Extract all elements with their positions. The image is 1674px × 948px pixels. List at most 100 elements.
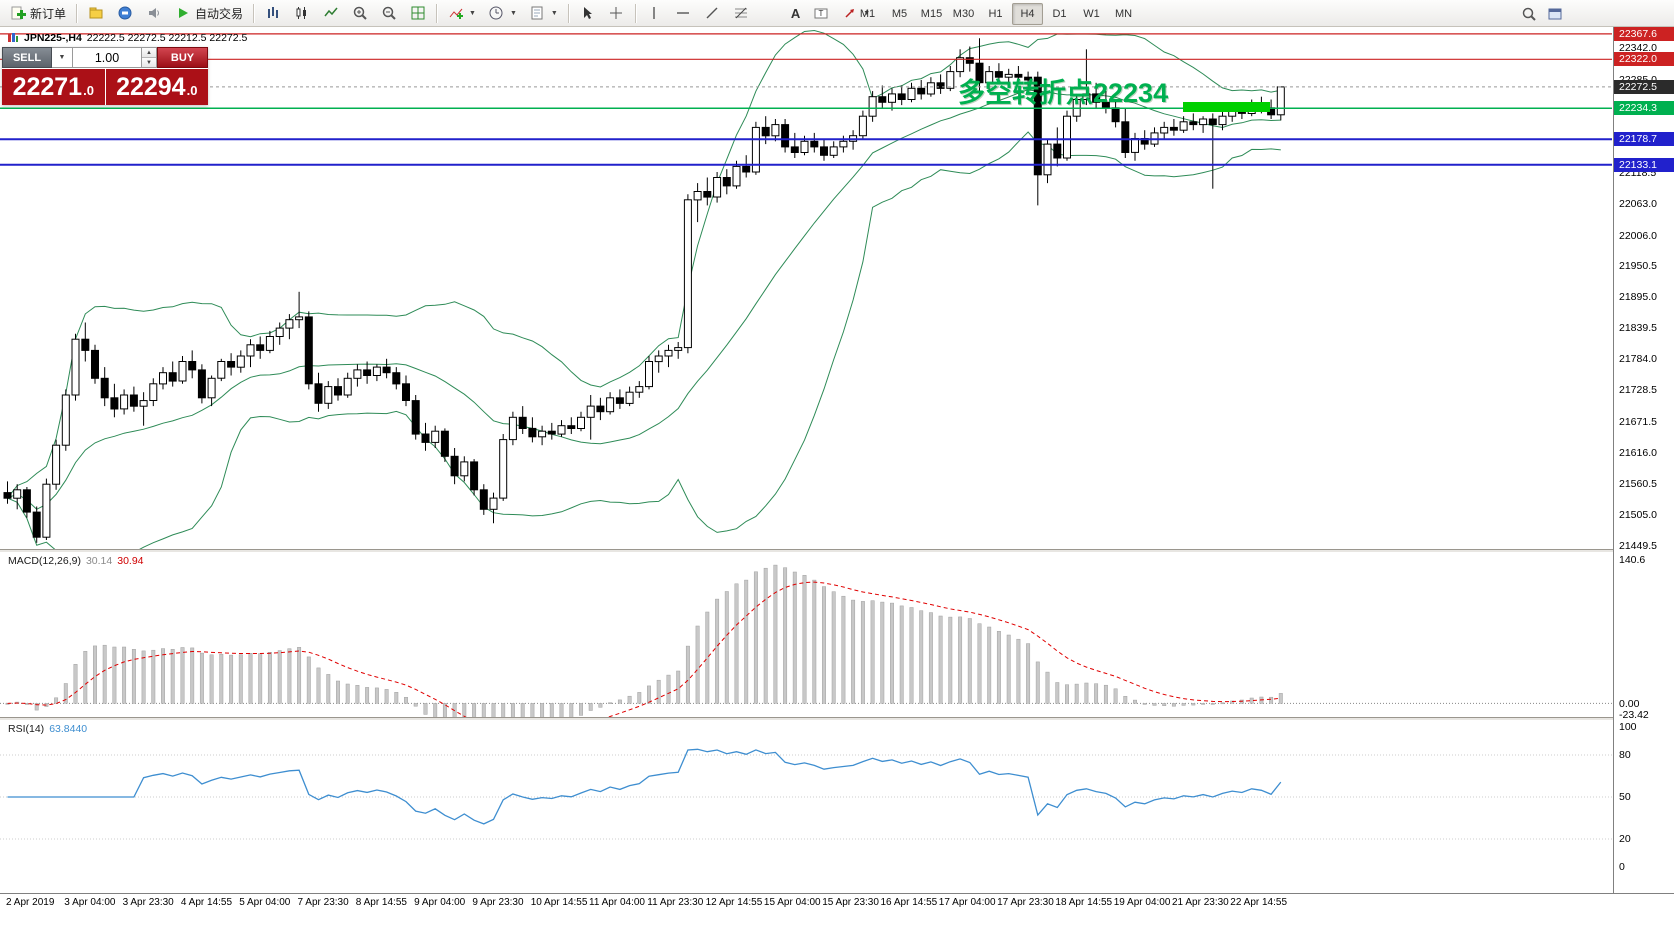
zoom-in-button[interactable] [346, 2, 373, 24]
crosshair-icon [608, 5, 625, 22]
trendline-icon [704, 5, 721, 22]
timeframe-h4-button[interactable]: H4 [1012, 3, 1043, 25]
zoom-out-button[interactable] [375, 2, 402, 24]
time-axis-label: 15 Apr 23:30 [822, 897, 879, 908]
templates-button[interactable]: ▼ [524, 2, 563, 24]
time-axis-label: 8 Apr 14:55 [355, 897, 407, 908]
lot-spinner-down-icon[interactable]: ▼ [142, 58, 156, 67]
macd-signal-value: 30.94 [117, 555, 144, 567]
timeframe-mn-button[interactable]: MN [1114, 8, 1133, 20]
vertical-line-tool-button[interactable] [641, 2, 668, 24]
trendline-tool-button[interactable] [699, 2, 726, 24]
cursor-tool-button[interactable] [574, 2, 601, 24]
toolbar-separator [436, 3, 438, 23]
timeframe-m1-button[interactable]: M1 [859, 8, 876, 20]
timeframe-w1-button[interactable]: W1 [1083, 8, 1100, 20]
lot-size-input[interactable]: 1.00 [73, 47, 142, 68]
main-chart-canvas[interactable] [0, 27, 1612, 550]
price-axis-label: 21728.5 [1619, 384, 1657, 397]
new-order-icon [9, 5, 26, 22]
macd-main-value: 30.14 [85, 555, 113, 567]
price-level-badge: 22178.7 [1614, 132, 1674, 147]
buy-price-value: 22294 [116, 73, 186, 101]
tile-windows-button[interactable] [404, 2, 431, 24]
arrows-tool-button[interactable]: ▼ [836, 2, 875, 24]
time-axis-label: 7 Apr 23:30 [297, 897, 349, 908]
price-level-badge: 22322.0 [1614, 52, 1674, 67]
sell-button[interactable]: SELL [2, 47, 52, 68]
price-level-badge: 22133.1 [1614, 157, 1674, 172]
charts-list-button[interactable] [82, 2, 109, 24]
market-watch-button[interactable] [111, 2, 138, 24]
fibonacci-tool-button[interactable] [728, 2, 755, 24]
time-axis-label: 22 Apr 14:55 [1230, 897, 1288, 908]
indicators-icon [447, 5, 464, 22]
price-axis-label: 21839.5 [1619, 322, 1657, 335]
panel-separator[interactable] [0, 717, 1674, 720]
current-price-badge: 22272.5 [1614, 79, 1674, 94]
text-tool-icon: A [790, 5, 801, 21]
price-axis-label: 21505.0 [1619, 508, 1657, 521]
bar-chart-icon [264, 5, 281, 22]
green-highlight-bar [1183, 102, 1270, 112]
charts-folder-icon [87, 5, 104, 22]
lot-preset-dropdown[interactable]: ▼ [52, 47, 73, 68]
time-axis[interactable]: 2 Apr 2019 3 Apr 04:00 3 Apr 23:30 4 Apr 14… [0, 894, 1612, 914]
autotrading-play-icon [174, 5, 191, 22]
timeframe-m15-button[interactable]: M15 [920, 8, 943, 20]
timeframe-m5-button[interactable]: M5 [891, 8, 908, 20]
lot-spinner-up-icon[interactable]: ▲ [142, 48, 156, 58]
macd-panel-canvas[interactable] [0, 552, 1612, 718]
buy-button[interactable]: BUY [157, 47, 208, 68]
panel-separator[interactable] [0, 549, 1674, 552]
price-axis[interactable]: 22342.022285.022229.922118.522063.022006… [1613, 27, 1674, 893]
toolbar-separator [634, 3, 636, 23]
crosshair-tool-button[interactable] [603, 2, 630, 24]
sounds-button[interactable] [140, 2, 167, 24]
chevron-down-icon: ▼ [469, 9, 476, 17]
rsi-axis-label: 80 [1619, 749, 1631, 761]
tile-windows-icon [409, 5, 426, 22]
time-axis-label: 3 Apr 23:30 [122, 897, 174, 908]
time-axis-label: 3 Apr 04:00 [64, 897, 116, 908]
new-order-button[interactable]: 新订单 [4, 2, 71, 24]
autotrading-button[interactable]: 自动交易 [169, 2, 248, 24]
text-label-tool-button[interactable]: T [807, 2, 834, 24]
rsi-axis-label: 20 [1619, 833, 1631, 845]
buy-price-display[interactable]: 22294 .0 [105, 69, 208, 105]
timeframe-m30-button[interactable]: M30 [952, 8, 975, 20]
fibonacci-icon [733, 5, 750, 22]
lot-spinner[interactable]: ▲ ▼ [142, 47, 157, 68]
text-tool-button[interactable]: A [786, 2, 805, 24]
chart-ohlc-values: 22222.5 22272.5 22212.5 22272.5 [86, 31, 248, 44]
search-icon[interactable] [1520, 5, 1537, 22]
timeframe-d1-button[interactable]: D1 [1052, 8, 1067, 20]
window-icon[interactable] [1546, 5, 1563, 22]
price-axis-label: 21671.5 [1619, 416, 1657, 429]
bar-chart-mode-button[interactable] [259, 2, 286, 24]
horizontal-line-tool-button[interactable] [670, 2, 697, 24]
rsi-axis-label: 50 [1619, 791, 1631, 803]
sell-price-display[interactable]: 22271 .0 [2, 69, 105, 105]
chevron-down-icon: ▼ [509, 9, 517, 17]
sell-price-fraction: .0 [83, 83, 94, 98]
shapes-tool-button[interactable] [757, 2, 784, 24]
macd-axis-label: 140.6 [1619, 554, 1646, 566]
clock-icon [488, 5, 505, 22]
time-axis-label: 11 Apr 23:30 [647, 897, 704, 908]
buy-price-fraction: .0 [186, 83, 198, 98]
macd-axis-label: 0.00 [1619, 698, 1640, 711]
time-axis-label: 2 Apr 2019 [6, 897, 55, 908]
candlestick-mode-button[interactable] [288, 2, 315, 24]
chart-region: JPN225-,H4 22222.5 22272.5 22212.5 22272… [0, 27, 1674, 948]
time-axis-label: 11 Apr 04:00 [589, 897, 645, 908]
turning-point-annotation: 多空转折点22234 [958, 78, 1169, 108]
arrow-marker-icon [841, 5, 858, 22]
line-chart-mode-button[interactable] [317, 2, 344, 24]
toolbar: 新订单 自动交易 [0, 0, 1674, 27]
rsi-panel-canvas[interactable] [0, 720, 1612, 893]
indicators-button[interactable]: ▼ [442, 2, 481, 24]
rsi-axis-label: 100 [1619, 721, 1637, 733]
periods-button[interactable]: ▼ [483, 2, 522, 24]
timeframe-h1-button[interactable]: H1 [988, 8, 1003, 20]
